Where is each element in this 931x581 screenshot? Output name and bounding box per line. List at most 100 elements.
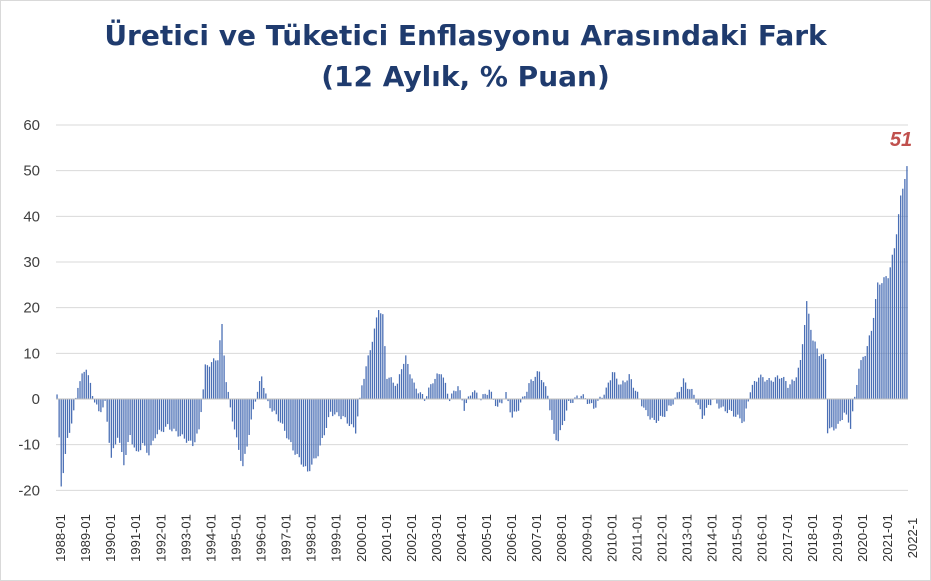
data-bar xyxy=(158,399,161,430)
data-bar xyxy=(300,399,303,465)
data-bar xyxy=(219,340,221,399)
x-tick-label: 2010-01 xyxy=(604,514,619,562)
data-bar xyxy=(526,391,528,399)
data-bar xyxy=(843,399,845,413)
data-bar xyxy=(325,399,328,428)
data-bar xyxy=(96,399,98,405)
data-bar xyxy=(108,399,110,443)
y-tick-label: 40 xyxy=(23,208,40,225)
data-bar xyxy=(238,399,240,450)
data-bar xyxy=(469,395,472,399)
data-bar xyxy=(486,394,488,399)
data-bar xyxy=(417,393,419,399)
data-bar xyxy=(384,346,386,399)
data-bar xyxy=(601,397,603,399)
data-bar xyxy=(893,248,896,399)
data-bar xyxy=(194,399,196,443)
data-bar xyxy=(801,344,804,399)
x-tick-label: 2000-01 xyxy=(354,514,369,562)
data-bar xyxy=(649,399,651,420)
x-tick-label: 2020-01 xyxy=(855,514,870,562)
data-bar xyxy=(144,399,146,446)
data-bar xyxy=(509,399,511,413)
data-bar xyxy=(321,399,323,439)
data-bar xyxy=(795,377,797,399)
data-bar xyxy=(390,377,392,399)
data-bar xyxy=(710,399,712,406)
data-bar xyxy=(799,359,802,399)
data-bar xyxy=(225,382,227,399)
x-tick-label: 1997-01 xyxy=(279,514,294,562)
data-bar xyxy=(465,399,467,404)
data-bar xyxy=(167,399,169,425)
data-bar xyxy=(705,399,708,408)
data-bar xyxy=(762,377,764,399)
data-bar xyxy=(114,399,117,445)
data-bar xyxy=(868,335,871,399)
data-bar xyxy=(123,399,125,466)
data-bar xyxy=(388,377,390,399)
data-bar xyxy=(261,376,263,399)
data-bar xyxy=(645,399,647,411)
data-bar xyxy=(179,399,181,437)
data-bar xyxy=(263,387,265,399)
data-bar xyxy=(751,384,754,399)
data-bar xyxy=(622,380,624,399)
data-bar xyxy=(434,378,436,399)
data-bar xyxy=(616,378,618,399)
data-bar xyxy=(651,399,653,418)
data-bar xyxy=(164,399,167,427)
data-bar xyxy=(451,393,453,399)
data-bar xyxy=(363,378,365,399)
data-bar xyxy=(453,390,455,399)
data-bar xyxy=(102,399,104,408)
data-bar xyxy=(613,372,616,399)
data-bar xyxy=(394,385,396,399)
data-bar xyxy=(202,389,204,399)
data-bar xyxy=(753,380,756,399)
data-bar xyxy=(570,399,572,404)
data-bar xyxy=(396,383,399,399)
data-bar xyxy=(350,399,353,425)
data-bar xyxy=(653,399,655,420)
data-bar xyxy=(716,399,718,404)
data-bar xyxy=(365,366,367,399)
data-bar xyxy=(599,396,601,399)
x-tick-label: 2007-01 xyxy=(529,514,544,562)
data-bar xyxy=(787,387,789,399)
data-bar xyxy=(146,399,148,453)
data-bar xyxy=(522,396,524,399)
data-bar xyxy=(271,399,273,412)
data-bar xyxy=(691,388,693,399)
data-bar xyxy=(739,399,741,419)
data-bar xyxy=(177,399,179,437)
data-bar xyxy=(85,369,87,399)
data-bar xyxy=(574,397,576,399)
data-bar xyxy=(332,399,334,417)
data-bar xyxy=(58,399,60,438)
data-bar xyxy=(327,399,330,418)
data-bar xyxy=(643,399,645,408)
data-bar xyxy=(419,392,422,399)
data-bar xyxy=(400,369,403,399)
data-bar xyxy=(352,399,355,428)
data-bar xyxy=(311,399,313,465)
data-bar xyxy=(545,386,547,399)
data-bar xyxy=(446,393,449,399)
data-bar xyxy=(808,313,810,399)
data-bar xyxy=(505,392,507,399)
data-bar xyxy=(724,399,726,412)
data-bar xyxy=(540,380,543,399)
data-bar xyxy=(555,399,557,441)
data-bar xyxy=(835,399,837,429)
data-bar xyxy=(858,368,860,399)
data-bar xyxy=(689,389,691,399)
data-bar xyxy=(302,399,305,467)
data-bar xyxy=(442,377,445,399)
data-bar xyxy=(125,399,127,455)
data-bar xyxy=(666,399,668,412)
data-bar xyxy=(277,399,280,422)
data-bar xyxy=(357,399,359,417)
data-bar xyxy=(636,391,639,399)
